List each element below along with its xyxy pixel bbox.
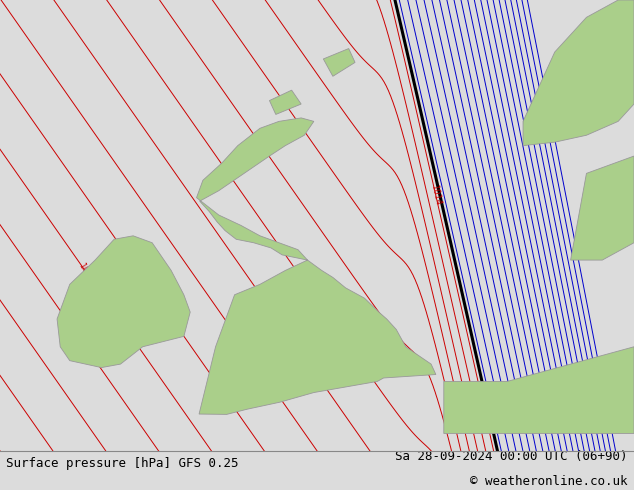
Text: Surface pressure [hPa] GFS 0.25: Surface pressure [hPa] GFS 0.25: [6, 457, 239, 469]
Text: 1024: 1024: [77, 261, 96, 283]
Text: 1028: 1028: [0, 450, 17, 473]
Text: 1000: 1000: [569, 395, 581, 417]
Polygon shape: [444, 347, 634, 434]
Polygon shape: [269, 90, 301, 115]
Text: 1005: 1005: [551, 450, 564, 472]
Polygon shape: [57, 236, 190, 368]
Polygon shape: [571, 156, 634, 260]
Text: Sa 28-09-2024 00:00 UTC (06+90): Sa 28-09-2024 00:00 UTC (06+90): [395, 450, 628, 463]
Polygon shape: [523, 0, 634, 146]
Text: © weatheronline.co.uk: © weatheronline.co.uk: [470, 474, 628, 488]
Polygon shape: [197, 118, 436, 415]
Polygon shape: [323, 49, 355, 76]
Text: 1014: 1014: [429, 183, 442, 206]
